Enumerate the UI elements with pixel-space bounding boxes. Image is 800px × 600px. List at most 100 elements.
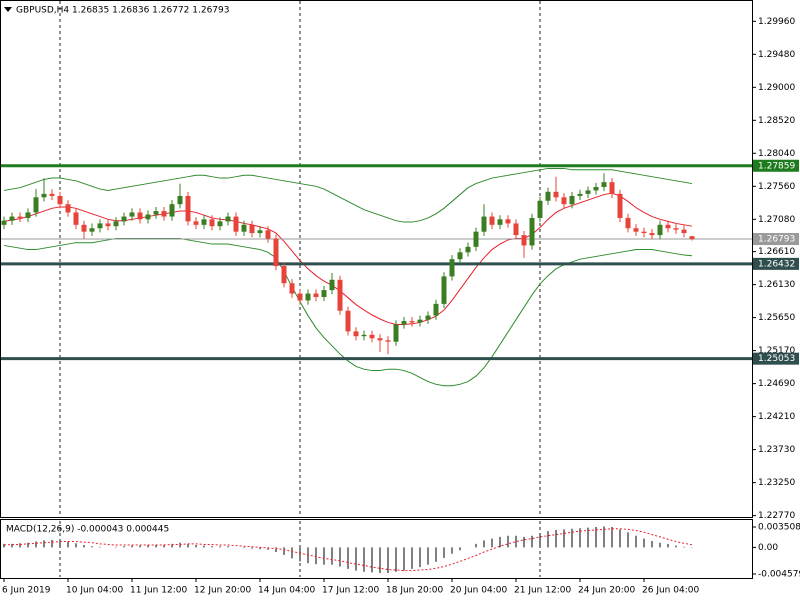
candle-body [169, 204, 175, 217]
candle-body [497, 219, 503, 225]
y-tick-label: 1.26610 [758, 247, 795, 257]
indicator-line [3, 167, 693, 223]
y-tick-label: 1.25650 [758, 313, 795, 323]
candle-body [473, 231, 479, 247]
candle-body [49, 193, 55, 196]
layout [59, 1, 541, 577]
candle-body [193, 221, 199, 225]
candle-body [681, 229, 687, 234]
candle-body [17, 216, 23, 218]
price-level-label: 1.25053 [758, 354, 795, 364]
candle-body [225, 216, 231, 222]
price-level-box [753, 257, 799, 270]
x-tick-label: 6 Jun 2019 [2, 586, 51, 596]
candle-body [289, 283, 295, 294]
candle-body [1, 220, 7, 225]
main-pane-frame [0, 0, 753, 518]
x-tick-label: 11 Jun 12:00 [130, 586, 187, 596]
y-tick-label: 1.29960 [758, 17, 795, 27]
candle-body [401, 321, 407, 325]
x-tick-label: 26 Jun 04:00 [642, 586, 699, 596]
candle-body [201, 219, 207, 225]
candle-body [273, 238, 279, 267]
candle-body [425, 315, 431, 320]
candle-body [265, 230, 271, 239]
y-tick-label: 1.26130 [758, 280, 795, 290]
candle-body [105, 223, 111, 227]
candle-body [649, 233, 655, 236]
candle-body [633, 228, 639, 232]
candle-body [257, 230, 263, 234]
candle-body [145, 214, 151, 220]
candle-body [481, 216, 487, 232]
y-tick-label: 1.24210 [758, 412, 795, 422]
candle-body [89, 228, 95, 232]
y-tick-label: 1.27560 [758, 182, 795, 192]
macd-pane-frame [0, 519, 753, 579]
x-tick-label: 20 Jun 04:00 [450, 586, 507, 596]
y-tick-label: 1.23730 [758, 445, 795, 455]
y-tick-label: 1.28040 [758, 149, 795, 159]
candle-body [65, 204, 71, 213]
candle-body [377, 338, 383, 341]
x-tick-label: 12 Jun 20:00 [194, 586, 251, 596]
candle-body [609, 182, 615, 194]
x-tick-label: 10 Jun 04:00 [66, 586, 123, 596]
candle-body [57, 195, 63, 205]
candle-body [537, 200, 543, 218]
symbol-header: GBPUSD,H4 1.26835 1.26836 1.26772 1.2679… [16, 6, 229, 16]
candle-body [417, 319, 423, 323]
x-tick-label: 14 Jun 04:00 [258, 586, 315, 596]
candle-body [545, 191, 551, 201]
y-tick-label: 1.23250 [758, 478, 795, 488]
candle-body [641, 231, 647, 234]
price-level-label: 1.26432 [758, 259, 795, 269]
candle-body [457, 252, 463, 260]
candle-body [433, 303, 439, 316]
y-tick-label: 1.28520 [758, 116, 795, 126]
candle-body [625, 217, 631, 229]
price-level-box [753, 159, 799, 172]
candle-body [449, 259, 455, 277]
candle-body [617, 193, 623, 218]
y-tick-label: 1.27080 [758, 215, 795, 225]
candle-body [297, 293, 303, 301]
candle-body [601, 182, 607, 187]
candle-body [561, 197, 567, 205]
y-tick-label: 1.25170 [758, 346, 795, 356]
candle-body [121, 216, 127, 222]
candle-body [385, 340, 391, 342]
candle-body [665, 224, 671, 229]
candle-body [369, 334, 375, 339]
candle-body [281, 266, 287, 284]
y-tick-label: 1.22770 [758, 511, 795, 521]
candle-body [689, 236, 695, 240]
x-tick-label: 17 Jun 12:00 [322, 586, 379, 596]
candle-body [81, 224, 87, 232]
menu-triangle[interactable] [4, 7, 12, 12]
candle-body [345, 310, 351, 332]
candle-body [657, 224, 663, 236]
y-tick-label: 0.003508 [758, 522, 800, 532]
candle-body [313, 293, 319, 297]
candle-body [593, 187, 599, 191]
indicator-line [3, 192, 693, 325]
candle-body [161, 211, 167, 217]
candle-body [113, 221, 119, 227]
price-level-box [753, 233, 799, 246]
macd-header: MACD(12,26,9) -0.000043 0.000445 [6, 525, 169, 535]
candle-body [393, 324, 399, 342]
candle-body [137, 212, 143, 220]
candle-body [505, 219, 511, 224]
candle-body [73, 212, 79, 225]
candle-body [233, 216, 239, 232]
candle-body [529, 217, 535, 246]
candle-body [585, 190, 591, 194]
candle-body [513, 223, 519, 236]
candle-body [177, 195, 183, 205]
candle-body [553, 191, 559, 198]
candle-body [185, 195, 191, 222]
candle-body [569, 195, 575, 205]
price-level-box [753, 352, 799, 365]
